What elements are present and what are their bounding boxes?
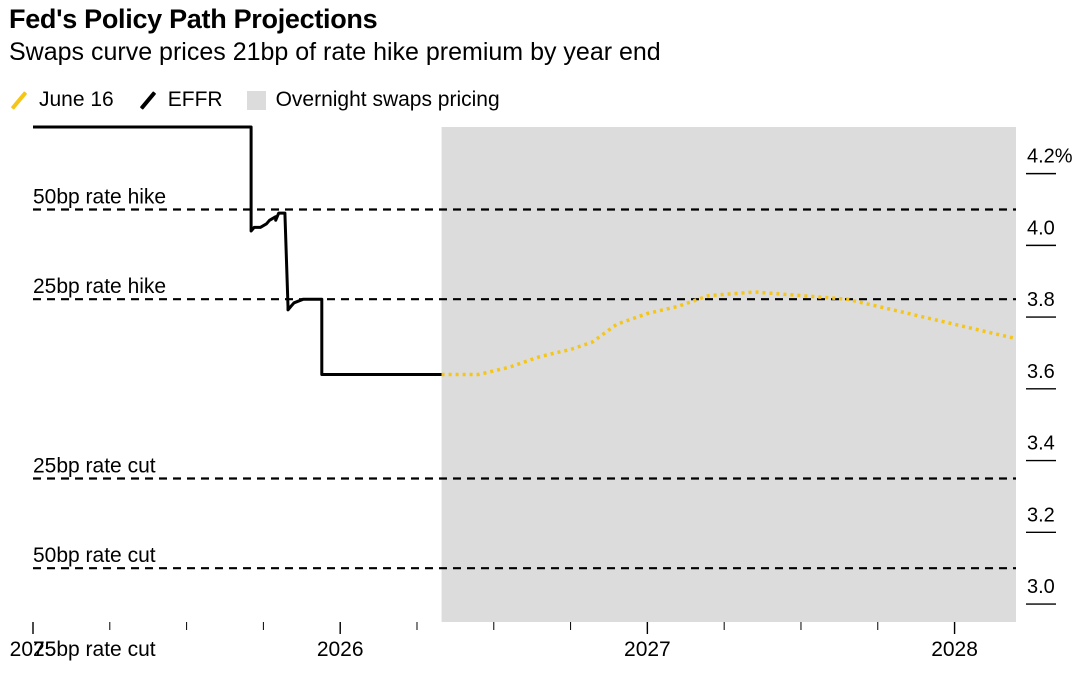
ref-label-25bp-rate-hike: 25bp rate hike	[33, 275, 166, 298]
x-tick-label-2026: 2026	[317, 638, 364, 661]
x-tick-label-2027: 2027	[624, 638, 671, 661]
series-line-june-16	[441, 290, 1017, 377]
y-tick-label-3-2: 3.2	[1027, 504, 1055, 526]
ref-label-75bp-rate-cut: 75bp rate cut	[33, 638, 156, 661]
legend-item-june-16: June 16	[9, 88, 114, 112]
legend: June 16 EFFR Overnight swaps pricing	[9, 88, 524, 112]
legend-label-june-16: June 16	[39, 88, 114, 111]
y-tick-label-4-2: 4.2%	[1027, 146, 1073, 168]
ref-label-50bp-rate-cut: 50bp rate cut	[33, 544, 156, 567]
y-tick-label-3-6: 3.6	[1027, 361, 1055, 383]
chart-title: Fed's Policy Path Projections	[9, 4, 378, 34]
ref-label-25bp-rate-cut: 25bp rate cut	[33, 455, 156, 478]
shaded-region-overnight-swaps	[441, 127, 1016, 622]
x-tick-label-2028: 2028	[931, 638, 978, 661]
x-tick-label-2025: 2025	[10, 638, 57, 661]
chart-subtitle: Swaps curve prices 21bp of rate hike pre…	[9, 38, 661, 66]
legend-label-overnight-swaps: Overnight swaps pricing	[275, 88, 500, 111]
y-tick-label-3-0: 3.0	[1027, 576, 1055, 598]
ref-label-50bp-rate-hike: 50bp rate hike	[33, 186, 166, 209]
legend-item-effr: EFFR	[138, 88, 223, 112]
legend-item-overnight-swaps: Overnight swaps pricing	[246, 88, 500, 112]
legend-swatch-overnight-swaps	[246, 90, 266, 110]
series-line-effr	[33, 125, 442, 376]
y-tick-label-4-0: 4.0	[1027, 217, 1055, 239]
y-tick-label-3-8: 3.8	[1027, 289, 1055, 311]
legend-label-effr: EFFR	[167, 88, 223, 111]
y-tick-label-3-4: 3.4	[1027, 433, 1055, 455]
